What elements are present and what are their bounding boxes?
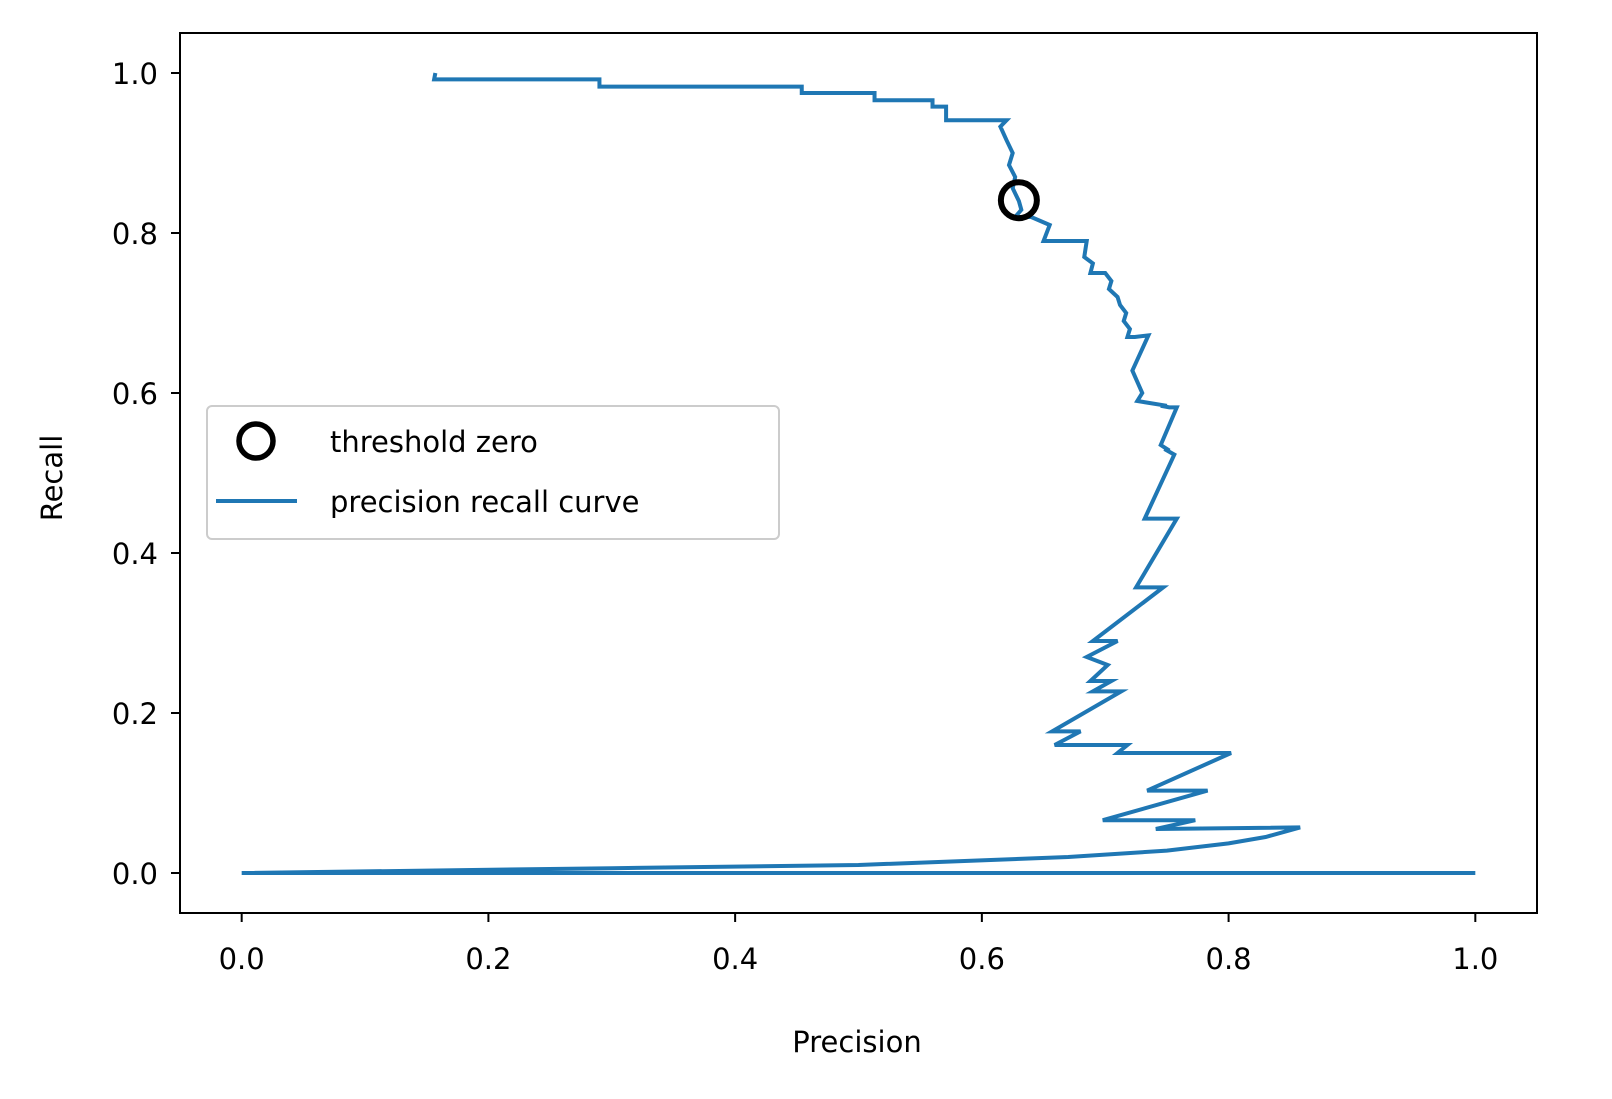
y-tick-label-1: 0.2: [112, 697, 158, 731]
legend-precision-recall-label: precision recall curve: [330, 485, 639, 519]
y-tick-label-5: 1.0: [112, 57, 158, 91]
axes-frame: [179, 32, 1538, 914]
x-tick-label-1: 0.2: [465, 942, 511, 976]
x-tick-label-4: 0.8: [1206, 942, 1252, 976]
y-axis-label: Recall: [35, 435, 69, 522]
x-tick-label-2: 0.4: [712, 942, 758, 976]
legend-frame: [206, 405, 780, 540]
x-axis-label: Precision: [792, 1025, 921, 1059]
legend-threshold-zero-label: threshold zero: [330, 425, 538, 459]
plot-area: [241, 72, 1476, 875]
y-tick-label-3: 0.6: [112, 377, 158, 411]
y-tick-label-4: 0.8: [112, 217, 158, 251]
axes: 0.0 0.2 0.4 0.6 0.8 1.0 0.0 0.2 0.4 0.6 0.8 1.0: [112, 32, 1538, 976]
legend: threshold zero precision recall curve: [206, 405, 780, 540]
x-tick-label-0: 0.0: [219, 942, 265, 976]
x-tick-label-5: 1.0: [1452, 942, 1498, 976]
legend-threshold-zero-marker: [236, 421, 276, 461]
x-tick-label-3: 0.6: [959, 942, 1005, 976]
y-tick-label-0: 0.0: [112, 857, 158, 891]
threshold-zero-marker-0: [997, 179, 1040, 222]
y-tick-label-2: 0.4: [112, 537, 158, 571]
series-line-precision-recall-curve: [241, 72, 1476, 875]
